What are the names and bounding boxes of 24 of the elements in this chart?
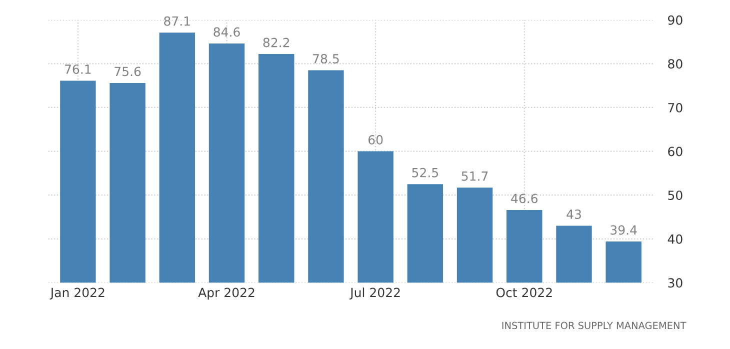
data-label: 60 xyxy=(368,135,383,144)
data-label: 76.1 xyxy=(65,64,91,74)
data-label: 52.5 xyxy=(412,168,438,178)
y-tick-label: 30 xyxy=(668,278,682,288)
data-label: 75.6 xyxy=(114,66,141,76)
x-tick-label: Oct 2022 xyxy=(496,288,552,298)
data-label: 43 xyxy=(566,209,581,219)
y-tick-label: 40 xyxy=(668,234,682,244)
text: INSTITUTE FOR SUPPLY MANAGEMENT xyxy=(502,322,686,330)
y-tick-label: 50 xyxy=(668,190,682,200)
data-label: 46.6 xyxy=(511,194,538,204)
y-tick-label: 60 xyxy=(668,146,682,156)
data-label: 87.1 xyxy=(164,16,190,26)
data-label: 84.6 xyxy=(214,27,240,37)
data-label: 82.2 xyxy=(263,38,290,48)
x-tick-label: Jul 2022 xyxy=(349,288,400,300)
y-tick-label: 90 xyxy=(668,15,682,25)
data-label: 39.4 xyxy=(610,225,637,235)
x-tick-label: Jan 2022 xyxy=(50,288,104,300)
x-tick-label: Apr 2022 xyxy=(198,288,254,300)
y-tick-label: 80 xyxy=(668,59,682,69)
data-label: 78.5 xyxy=(313,54,339,64)
data-label: 51.7 xyxy=(462,172,488,181)
y-tick-label: 70 xyxy=(668,102,682,112)
